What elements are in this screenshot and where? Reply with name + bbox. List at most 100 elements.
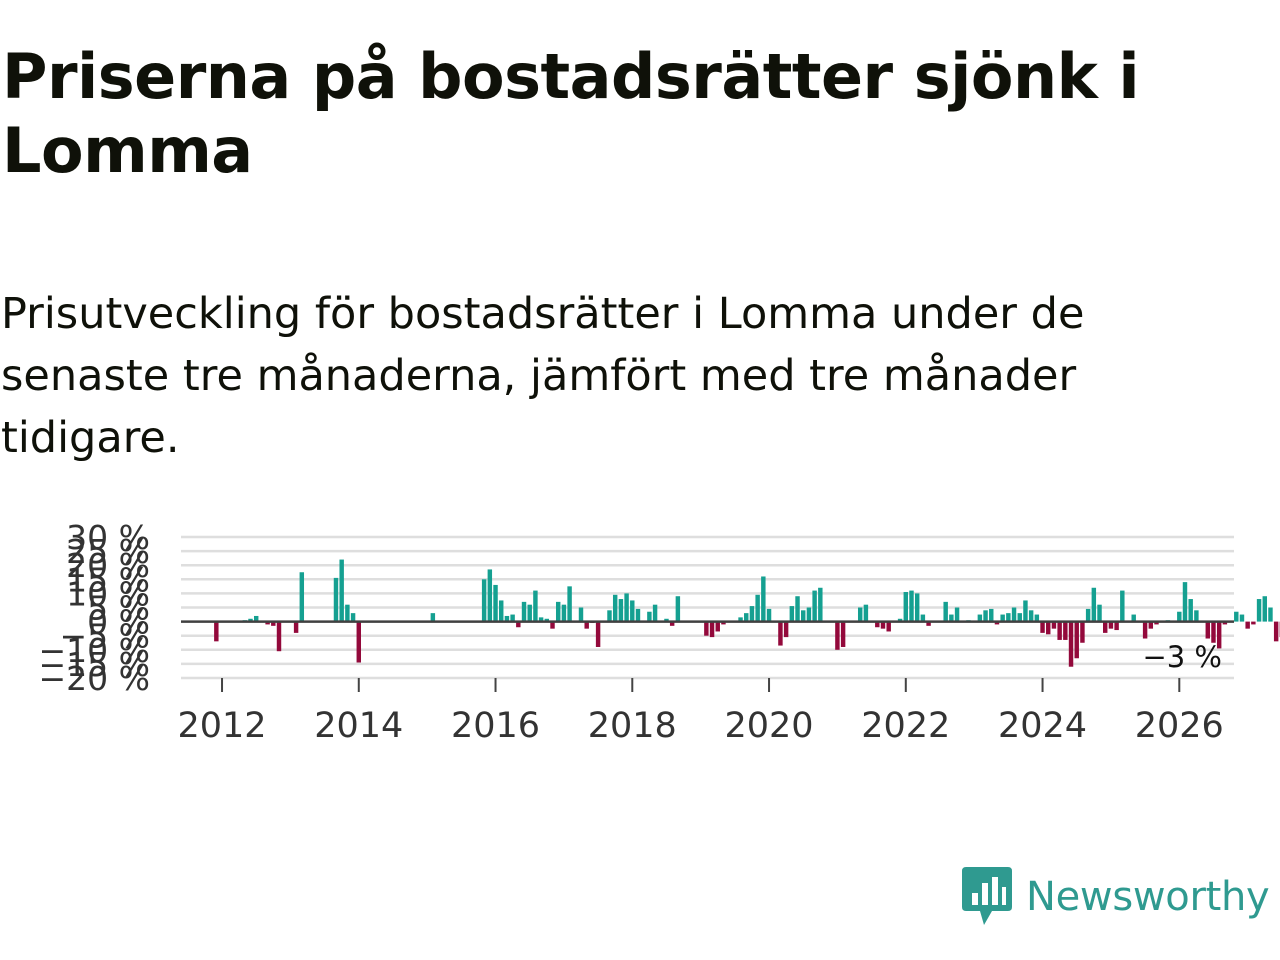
bar: [909, 590, 914, 622]
x-tick-label: 2022: [861, 706, 950, 746]
bar: [1080, 621, 1085, 643]
bar: [253, 615, 259, 622]
bar: [1057, 621, 1062, 640]
bar: [1188, 599, 1193, 622]
bar: [1034, 614, 1040, 622]
newsworthy-logo-text: Newsworthy: [1026, 874, 1270, 920]
bar: [1131, 614, 1136, 622]
bar: [1234, 611, 1239, 622]
bar: [430, 613, 436, 622]
bar: [903, 591, 909, 622]
y-tick-label: 25 %: [66, 532, 150, 571]
bar: [1103, 621, 1108, 633]
bar: [1245, 621, 1250, 629]
bar: [914, 593, 920, 622]
bar: [567, 586, 572, 622]
last-value-label: −3 %: [1142, 640, 1222, 674]
bar: [595, 621, 601, 647]
newsworthy-logo-icon: [962, 867, 1012, 925]
bar: [840, 621, 846, 647]
bar: [521, 601, 527, 622]
x-tick-label: 2020: [724, 706, 813, 746]
x-tick-label: 2014: [314, 706, 403, 746]
bar: [886, 621, 891, 632]
bar: [248, 618, 253, 622]
bar: [544, 618, 550, 622]
bar: [1074, 621, 1079, 659]
bar: [1023, 600, 1028, 622]
bar: [738, 617, 743, 622]
bar: [499, 600, 504, 622]
bar: [516, 621, 521, 628]
bar: [1068, 621, 1074, 667]
bar: [835, 621, 840, 650]
bar: [584, 621, 589, 629]
bar: [538, 617, 544, 622]
bar: [1222, 621, 1228, 625]
bar: [704, 621, 709, 636]
bar: [949, 614, 954, 622]
x-tick-label: 2024: [998, 706, 1087, 746]
bar: [214, 621, 219, 642]
grid-lines: [181, 535, 1234, 680]
bar: [356, 621, 361, 663]
bar: [1046, 621, 1051, 635]
bar: [983, 610, 988, 622]
chart-title: Priserna på bostadsrätter sjönk i Lomma: [2, 40, 1140, 187]
y-tick-label: 30 %: [66, 518, 150, 557]
bar: [624, 593, 629, 622]
y-tick-label: 5 %: [87, 589, 150, 628]
y-tick-label: 10 %: [66, 574, 150, 613]
bar: [293, 621, 299, 633]
bar: [1006, 613, 1011, 622]
bar: [875, 621, 880, 628]
bar: [1268, 607, 1273, 622]
bar: [789, 606, 795, 622]
bar: [1211, 621, 1216, 643]
x-tick-label: 2016: [451, 706, 540, 746]
bar: [1063, 621, 1068, 640]
y-tick-label: 0 %: [87, 603, 150, 642]
bar: [493, 584, 498, 622]
bar: [989, 608, 994, 622]
bar: [647, 611, 652, 622]
chart-subtitle: Prisutveckling för bostadsrätter i Lomma…: [1, 289, 1085, 463]
bar: [265, 621, 270, 625]
bar: [744, 613, 749, 622]
y-tick-label: −5 %: [60, 617, 151, 656]
bar: [1114, 621, 1119, 631]
bar: [481, 579, 487, 622]
bar: [1251, 621, 1256, 625]
bar: [1205, 621, 1211, 639]
bar: [806, 607, 812, 622]
bar: [1216, 621, 1222, 649]
bar: [669, 621, 675, 626]
y-tick-label: −20 %: [39, 659, 151, 698]
bar: [664, 618, 669, 622]
bar: [533, 590, 538, 622]
bar: [749, 606, 755, 622]
bar: [801, 610, 806, 622]
bar: [1108, 621, 1114, 629]
bar: [487, 569, 493, 622]
bar: [1182, 582, 1188, 622]
newsworthy-logo: Newsworthy: [962, 866, 1270, 928]
bar: [271, 621, 276, 626]
bar: [1194, 610, 1199, 622]
y-tick-label: 20 %: [66, 546, 150, 585]
bar: [333, 577, 339, 622]
y-axis: 30 %25 %20 %15 %10 %5 %0 %−5 %−10 %−15 %…: [39, 518, 151, 698]
bar: [612, 594, 618, 622]
bar: [1000, 614, 1005, 622]
bar: [715, 621, 720, 632]
bar: [618, 599, 624, 622]
bar: [795, 596, 800, 622]
bar: [339, 559, 344, 622]
bar: [1256, 599, 1262, 622]
bar: [607, 610, 612, 622]
y-tick-label: −15 %: [39, 645, 151, 684]
bar: [561, 604, 567, 622]
bar: [527, 604, 532, 622]
bar: [1142, 621, 1148, 639]
bar: [783, 621, 789, 638]
